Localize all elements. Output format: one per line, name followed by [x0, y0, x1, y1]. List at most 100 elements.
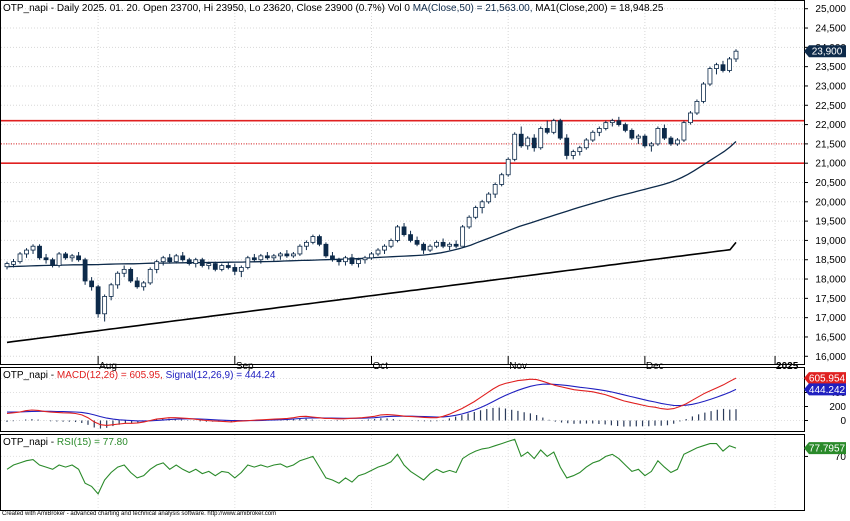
macd-path — [6, 377, 737, 426]
footer-credit: Created with AmiBroker - advanced charti… — [2, 511, 277, 517]
candle-body — [154, 261, 160, 270]
candle-body — [648, 143, 654, 147]
candle-body — [525, 137, 531, 147]
candlesticks — [4, 49, 739, 322]
candle-body — [714, 64, 719, 69]
price-tick-label: 17,500 — [815, 294, 846, 305]
candle-body — [590, 131, 596, 141]
date-tick-label: Dec — [646, 361, 664, 372]
price-tick-label: 17,000 — [815, 313, 846, 324]
candle-body — [76, 255, 81, 261]
date-tick-label: Nov — [509, 361, 527, 372]
candle-body — [63, 253, 68, 259]
candle-body — [733, 50, 739, 60]
candle-body — [388, 240, 394, 247]
candle-body — [50, 259, 55, 266]
candle-body — [518, 133, 524, 147]
candle-body — [681, 122, 687, 141]
candle-body — [531, 137, 537, 149]
price-tick-label: 20,500 — [815, 178, 846, 189]
candle-body — [727, 58, 732, 71]
rsi-badge: 77.7957 — [804, 442, 846, 455]
candle-body — [206, 263, 212, 266]
price-badge-shape — [804, 45, 846, 58]
macd-badge-shape — [804, 383, 846, 396]
rsi-header: OTP_napi - RSI(15) = 77.80 — [3, 437, 128, 448]
signal-path — [7, 383, 737, 422]
candle-body — [95, 286, 101, 315]
candle-body — [570, 151, 576, 156]
macd-badge-shape — [804, 372, 846, 385]
candle-body — [186, 259, 192, 264]
ma200-path — [6, 241, 737, 344]
candle-body — [290, 253, 296, 257]
macd-badge-text: 444.242 — [809, 385, 846, 396]
price-tick-label: 23,000 — [815, 81, 846, 92]
rsi-pane: 70 77.7957 OTP_napi - RSI(15) = 77.80 — [0, 434, 846, 511]
candle-body — [271, 255, 277, 259]
candle-body — [486, 193, 492, 203]
date-tick-label: Sep — [236, 361, 254, 372]
price-tick-label: 22,000 — [815, 120, 846, 131]
macd-tick-label: 0 — [840, 416, 846, 427]
price-tick-label: 23,500 — [815, 62, 846, 73]
price-y-axis: 16,000 16,500 17,000 17,500 18,000 18,500 19,0… — [804, 4, 846, 363]
price-badge-text: 23,900 — [812, 47, 843, 58]
candle-body — [577, 147, 583, 153]
candle-body — [701, 83, 706, 102]
candle-body — [193, 259, 199, 264]
candle-body — [225, 265, 231, 268]
candle-body — [251, 257, 257, 261]
candle-body — [551, 120, 557, 133]
candle-body — [694, 101, 700, 114]
price-tick-label: 16,500 — [815, 332, 846, 343]
candle-body — [544, 128, 550, 133]
candle-body — [317, 236, 322, 245]
rsi-pane-frame — [0, 434, 805, 511]
price-tick-label: 19,500 — [815, 217, 846, 228]
macd-lines — [6, 377, 737, 426]
candle-body — [616, 120, 622, 125]
candle-body — [668, 137, 674, 145]
candle-body — [414, 240, 420, 245]
candle-body — [323, 243, 329, 257]
candle-body — [121, 268, 127, 274]
candle-body — [11, 261, 16, 265]
candle-body — [4, 263, 10, 268]
candle-body — [82, 259, 88, 282]
candle-body — [512, 133, 518, 160]
candle-body — [642, 135, 648, 147]
candle-body — [258, 255, 264, 261]
candle-body — [180, 255, 186, 261]
price-tick-label: 25,000 — [815, 4, 846, 15]
candle-body — [453, 243, 459, 247]
candle-body — [655, 128, 661, 145]
candle-body — [17, 253, 23, 263]
price-header: OTP_napi - Daily 2025. 01. 20. Open 2370… — [3, 3, 664, 14]
candle-body — [141, 282, 147, 288]
candle-body — [277, 253, 283, 257]
candle-body — [492, 184, 498, 195]
candle-body — [375, 249, 381, 255]
date-x-axis: Aug Sep Oct Nov Dec 2025 — [97, 356, 799, 372]
candle-body — [69, 255, 75, 259]
candle-body — [499, 174, 505, 185]
price-tick-label: 16,000 — [815, 352, 846, 363]
candle-body — [707, 68, 713, 85]
candle-body — [688, 112, 693, 124]
rsi-path — [6, 438, 737, 495]
price-tick-label: 20,000 — [815, 197, 846, 208]
rsi-badge-shape — [804, 442, 846, 455]
price-tick-label: 22,500 — [815, 101, 846, 112]
candle-body — [128, 268, 134, 282]
candle-body — [284, 253, 290, 257]
price-tick-label: 18,500 — [815, 255, 846, 266]
candle-body — [505, 158, 511, 176]
macd-badge-text: 605.954 — [809, 374, 846, 385]
candle-body — [134, 280, 140, 288]
candle-body — [264, 255, 270, 259]
candle-body — [310, 236, 316, 243]
